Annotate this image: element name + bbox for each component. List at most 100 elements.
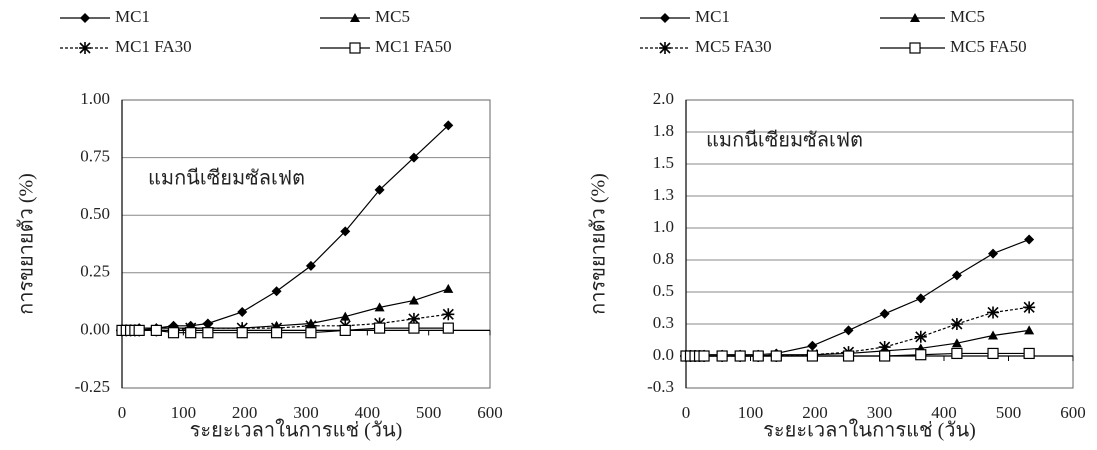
x-tick-label: 100 bbox=[738, 403, 764, 422]
marker-diamond bbox=[408, 152, 419, 163]
marker-square bbox=[915, 349, 927, 361]
x-tick-label: 400 bbox=[931, 403, 957, 422]
x-tick-label: 300 bbox=[293, 403, 319, 422]
x-axis-label: ระยะเวลาในการแช่ (วัน) bbox=[763, 419, 976, 442]
marker-square bbox=[752, 350, 764, 362]
marker-star bbox=[442, 308, 455, 321]
marker-diamond bbox=[988, 248, 999, 259]
marker-square bbox=[374, 322, 386, 334]
y-axis-label: การขยายตัว (%) bbox=[16, 173, 38, 315]
marker-diamond bbox=[807, 340, 818, 351]
x-tick-label: 600 bbox=[1060, 403, 1086, 422]
plot-frame bbox=[121, 99, 491, 389]
x-tick-label: 600 bbox=[477, 403, 503, 422]
x-tick-label: 100 bbox=[171, 403, 197, 422]
marker-square bbox=[185, 327, 197, 339]
y-tick-label: 0.8 bbox=[653, 249, 674, 268]
series-line bbox=[686, 306, 1030, 357]
y-axis-label: การขยายตัว (%) bbox=[588, 173, 610, 315]
marker-square bbox=[270, 327, 283, 339]
y-tick-label: 0.50 bbox=[80, 204, 110, 223]
y-tick-label: 1.0 bbox=[653, 217, 674, 236]
y-tick-label: -0.3 bbox=[647, 377, 674, 396]
marker-triangle bbox=[408, 295, 419, 305]
marker-diamond bbox=[879, 308, 890, 319]
x-tick-label: 200 bbox=[802, 403, 828, 422]
marker-diamond bbox=[443, 120, 454, 131]
y-tick-label: 0.5 bbox=[653, 281, 674, 300]
marker-star bbox=[1023, 301, 1036, 314]
y-tick-label: 1.00 bbox=[80, 89, 110, 108]
marker-star bbox=[878, 341, 891, 354]
marker-triangle bbox=[374, 302, 385, 312]
marker-triangle bbox=[988, 330, 999, 340]
annotation: แมกนีเซียมซัลเฟต bbox=[706, 130, 863, 152]
marker-diamond bbox=[374, 184, 385, 195]
marker-star bbox=[987, 306, 1000, 319]
marker-triangle bbox=[951, 338, 962, 348]
legend-label: MC5 FA30 bbox=[695, 37, 772, 56]
legend-label: MC5 bbox=[375, 7, 410, 26]
marker-star bbox=[407, 312, 420, 325]
marker-square bbox=[133, 324, 145, 336]
legend-label: MC5 FA50 bbox=[950, 37, 1027, 56]
y-tick-label: 0.25 bbox=[80, 262, 110, 281]
marker-square bbox=[987, 347, 999, 360]
marker-star bbox=[659, 42, 671, 54]
marker-square bbox=[806, 350, 819, 362]
x-tick-label: 300 bbox=[867, 403, 893, 422]
marker-triangle bbox=[910, 13, 920, 22]
marker-square bbox=[150, 324, 162, 336]
legend-label: MC1 bbox=[115, 7, 150, 26]
y-tick-label: 1.5 bbox=[653, 153, 674, 172]
x-tick-label: 0 bbox=[118, 403, 127, 422]
marker-square bbox=[1023, 347, 1035, 360]
marker-triangle bbox=[443, 283, 454, 293]
marker-square bbox=[909, 42, 921, 54]
marker-square bbox=[167, 327, 180, 339]
marker-star bbox=[304, 319, 317, 332]
marker-square bbox=[716, 350, 728, 362]
legend-label: MC1 bbox=[695, 7, 730, 26]
marker-triangle bbox=[340, 311, 351, 321]
y-tick-label: 0.00 bbox=[80, 319, 110, 338]
y-tick-label: 2.0 bbox=[653, 89, 674, 108]
marker-diamond bbox=[951, 270, 962, 281]
marker-square bbox=[442, 322, 454, 334]
marker-diamond bbox=[271, 286, 282, 297]
marker-square bbox=[951, 347, 963, 360]
x-tick-label: 0 bbox=[682, 403, 691, 422]
y-tick-label: 1.3 bbox=[653, 185, 674, 204]
annotation: แมกนีเซียมซัลเฟต bbox=[148, 168, 305, 190]
marker-square bbox=[339, 324, 351, 336]
marker-diamond bbox=[915, 293, 926, 304]
marker-square bbox=[698, 350, 710, 362]
y-tick-label: -0.25 bbox=[75, 377, 110, 396]
marker-square bbox=[879, 350, 891, 362]
marker-square bbox=[305, 327, 317, 339]
y-tick-label: 0.3 bbox=[653, 313, 674, 332]
marker-square bbox=[842, 350, 855, 362]
x-tick-label: 400 bbox=[355, 403, 381, 422]
marker-star bbox=[914, 330, 927, 343]
legend-label: MC1 FA50 bbox=[375, 37, 452, 56]
marker-triangle bbox=[1024, 325, 1035, 335]
x-axis-label: ระยะเวลาในการแช่ (วัน) bbox=[190, 419, 403, 442]
marker-square bbox=[770, 350, 782, 362]
marker-diamond bbox=[340, 226, 351, 237]
marker-diamond bbox=[843, 325, 854, 336]
marker-diamond bbox=[1024, 234, 1035, 245]
marker-square bbox=[349, 42, 361, 54]
y-tick-label: 0.0 bbox=[653, 345, 674, 364]
marker-diamond bbox=[237, 306, 248, 317]
marker-diamond bbox=[305, 260, 316, 271]
series-line bbox=[122, 124, 449, 331]
legend-label: MC5 bbox=[950, 7, 985, 26]
x-tick-label: 500 bbox=[996, 403, 1022, 422]
marker-diamond bbox=[80, 13, 90, 23]
marker-square bbox=[408, 322, 420, 334]
marker-triangle bbox=[350, 13, 360, 22]
y-tick-label: 0.75 bbox=[80, 147, 110, 166]
marker-square bbox=[236, 327, 248, 339]
